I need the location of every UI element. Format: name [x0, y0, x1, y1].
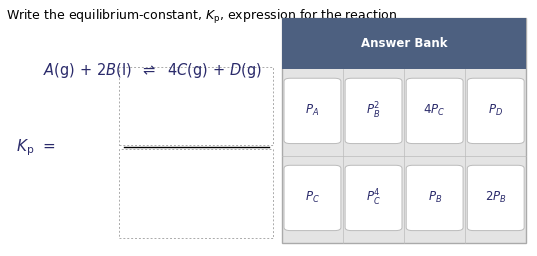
Text: $2\mathit{P}_B$: $2\mathit{P}_B$	[485, 190, 506, 206]
FancyBboxPatch shape	[467, 78, 524, 144]
FancyBboxPatch shape	[282, 18, 526, 69]
Text: $\mathit{P}_B^2$: $\mathit{P}_B^2$	[366, 101, 381, 121]
Text: $\mathit{P}_C^4$: $\mathit{P}_C^4$	[366, 188, 381, 208]
FancyBboxPatch shape	[284, 165, 341, 231]
Text: $\mathit{K}_\mathrm{p}$  =: $\mathit{K}_\mathrm{p}$ =	[16, 137, 56, 157]
Text: $\mathit{P}_B$: $\mathit{P}_B$	[427, 190, 442, 206]
Text: Write the equilibrium-constant, $\mathit{K}_\mathrm{p}$, expression for the reac: Write the equilibrium-constant, $\mathit…	[6, 8, 397, 26]
FancyBboxPatch shape	[406, 165, 463, 231]
Text: $\mathit{P}_D$: $\mathit{P}_D$	[488, 103, 503, 119]
Text: $\mathit{P}_A$: $\mathit{P}_A$	[306, 103, 320, 119]
Text: Answer Bank: Answer Bank	[361, 37, 447, 50]
FancyBboxPatch shape	[282, 18, 526, 243]
FancyBboxPatch shape	[406, 78, 463, 144]
FancyBboxPatch shape	[345, 78, 402, 144]
Text: $4\mathit{P}_C$: $4\mathit{P}_C$	[424, 103, 446, 119]
Text: $\mathit{A}$(g) + 2$\mathit{B}$(l)  $\rightleftharpoons$  4$\mathit{C}$(g) + $\m: $\mathit{A}$(g) + 2$\mathit{B}$(l) $\rig…	[43, 61, 262, 80]
FancyBboxPatch shape	[284, 78, 341, 144]
FancyBboxPatch shape	[119, 67, 273, 145]
Text: $\mathit{P}_C$: $\mathit{P}_C$	[305, 190, 320, 206]
FancyBboxPatch shape	[119, 149, 273, 238]
FancyBboxPatch shape	[345, 165, 402, 231]
FancyBboxPatch shape	[467, 165, 524, 231]
